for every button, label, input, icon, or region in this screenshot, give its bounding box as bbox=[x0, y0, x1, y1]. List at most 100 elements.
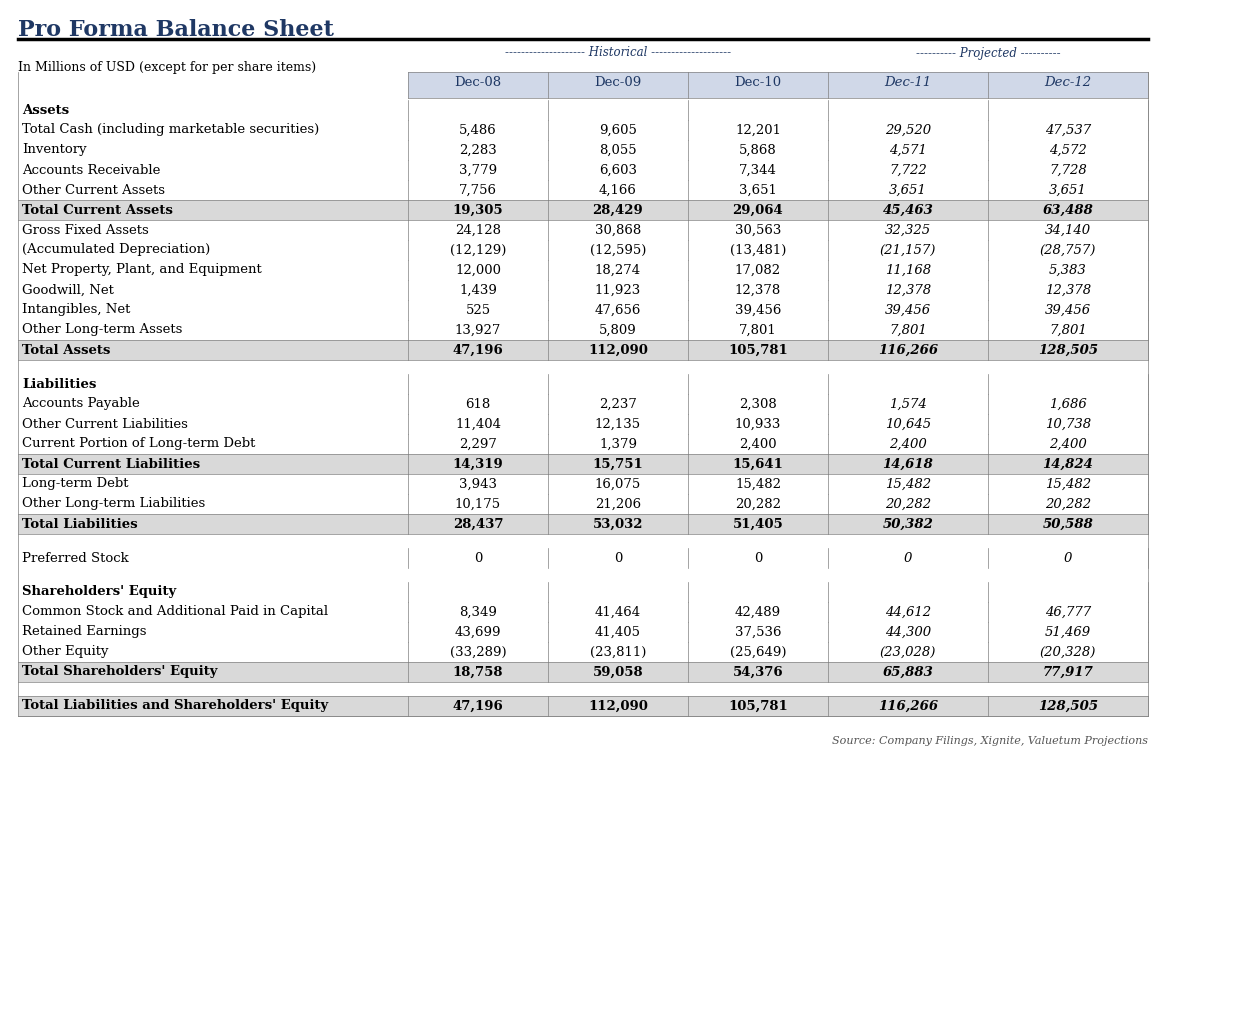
Text: 24,128: 24,128 bbox=[455, 224, 501, 236]
Text: 5,868: 5,868 bbox=[739, 143, 777, 156]
Text: In Millions of USD (except for per share items): In Millions of USD (except for per share… bbox=[19, 61, 316, 74]
Text: 46,777: 46,777 bbox=[1044, 605, 1091, 619]
Text: Other Equity: Other Equity bbox=[22, 646, 109, 659]
Text: 0: 0 bbox=[904, 552, 912, 564]
Text: Dec-11: Dec-11 bbox=[885, 77, 932, 90]
Text: 50,588: 50,588 bbox=[1042, 518, 1094, 531]
Text: 5,486: 5,486 bbox=[459, 123, 497, 136]
Text: 34,140: 34,140 bbox=[1044, 224, 1091, 236]
Text: 116,266: 116,266 bbox=[878, 343, 938, 356]
Text: Common Stock and Additional Paid in Capital: Common Stock and Additional Paid in Capi… bbox=[22, 605, 328, 619]
Text: 12,000: 12,000 bbox=[455, 263, 501, 276]
Text: 618: 618 bbox=[466, 398, 491, 411]
Text: 11,404: 11,404 bbox=[455, 418, 501, 431]
Text: 10,738: 10,738 bbox=[1044, 418, 1091, 431]
Text: 19,305: 19,305 bbox=[452, 204, 503, 217]
Text: 15,482: 15,482 bbox=[885, 477, 931, 490]
Text: 2,308: 2,308 bbox=[739, 398, 777, 411]
Text: 47,656: 47,656 bbox=[595, 304, 641, 317]
Text: 51,405: 51,405 bbox=[733, 518, 784, 531]
Text: 4,571: 4,571 bbox=[889, 143, 927, 156]
Text: ---------- Projected ----------: ---------- Projected ---------- bbox=[916, 46, 1060, 60]
Text: 28,437: 28,437 bbox=[452, 518, 503, 531]
FancyBboxPatch shape bbox=[19, 514, 1148, 534]
Text: 7,756: 7,756 bbox=[459, 184, 497, 197]
Text: 18,274: 18,274 bbox=[595, 263, 641, 276]
Text: 59,058: 59,058 bbox=[593, 666, 643, 678]
Text: Goodwill, Net: Goodwill, Net bbox=[22, 284, 114, 297]
Text: 3,651: 3,651 bbox=[739, 184, 777, 197]
Text: Long-term Debt: Long-term Debt bbox=[22, 477, 129, 490]
Text: 2,237: 2,237 bbox=[599, 398, 637, 411]
Text: (Accumulated Depreciation): (Accumulated Depreciation) bbox=[22, 243, 210, 256]
Text: Intangibles, Net: Intangibles, Net bbox=[22, 304, 130, 317]
Text: 2,400: 2,400 bbox=[889, 438, 927, 450]
Text: 15,641: 15,641 bbox=[733, 457, 784, 470]
Text: (21,157): (21,157) bbox=[880, 243, 936, 256]
Text: 47,537: 47,537 bbox=[1044, 123, 1091, 136]
Text: Net Property, Plant, and Equipment: Net Property, Plant, and Equipment bbox=[22, 263, 262, 276]
Text: 42,489: 42,489 bbox=[735, 605, 781, 619]
Text: 50,382: 50,382 bbox=[883, 518, 933, 531]
Text: 105,781: 105,781 bbox=[728, 699, 787, 712]
Text: 7,801: 7,801 bbox=[889, 324, 927, 336]
Text: 12,378: 12,378 bbox=[885, 284, 931, 297]
Text: 7,728: 7,728 bbox=[1049, 163, 1086, 177]
Text: 15,482: 15,482 bbox=[735, 477, 781, 490]
Text: 39,456: 39,456 bbox=[885, 304, 931, 317]
Text: Retained Earnings: Retained Earnings bbox=[22, 626, 147, 639]
Text: (20,328): (20,328) bbox=[1039, 646, 1096, 659]
Text: 12,378: 12,378 bbox=[1044, 284, 1091, 297]
Text: 18,758: 18,758 bbox=[452, 666, 503, 678]
Text: 2,297: 2,297 bbox=[459, 438, 497, 450]
Text: 41,464: 41,464 bbox=[595, 605, 641, 619]
Text: 105,781: 105,781 bbox=[728, 343, 787, 356]
Text: 45,463: 45,463 bbox=[883, 204, 933, 217]
Text: 53,032: 53,032 bbox=[593, 518, 643, 531]
Text: Dec-09: Dec-09 bbox=[595, 77, 641, 90]
Text: 20,282: 20,282 bbox=[735, 497, 781, 511]
Text: 41,405: 41,405 bbox=[595, 626, 641, 639]
Text: Current Portion of Long-term Debt: Current Portion of Long-term Debt bbox=[22, 438, 256, 450]
Text: (28,757): (28,757) bbox=[1039, 243, 1096, 256]
Text: 2,400: 2,400 bbox=[1049, 438, 1086, 450]
Text: (23,811): (23,811) bbox=[590, 646, 646, 659]
Text: (33,289): (33,289) bbox=[450, 646, 507, 659]
Text: Total Liabilities and Shareholders' Equity: Total Liabilities and Shareholders' Equi… bbox=[22, 699, 329, 712]
Text: 0: 0 bbox=[754, 552, 763, 564]
Text: 63,488: 63,488 bbox=[1042, 204, 1094, 217]
Text: Dec-10: Dec-10 bbox=[734, 77, 781, 90]
FancyBboxPatch shape bbox=[19, 454, 1148, 474]
Text: 11,168: 11,168 bbox=[885, 263, 931, 276]
Text: 29,064: 29,064 bbox=[733, 204, 784, 217]
Text: 44,612: 44,612 bbox=[885, 605, 931, 619]
Text: 44,300: 44,300 bbox=[885, 626, 931, 639]
Text: Total Cash (including marketable securities): Total Cash (including marketable securit… bbox=[22, 123, 319, 136]
Text: 28,429: 28,429 bbox=[592, 204, 644, 217]
FancyBboxPatch shape bbox=[408, 72, 1148, 98]
Text: 10,175: 10,175 bbox=[455, 497, 501, 511]
Text: (13,481): (13,481) bbox=[729, 243, 786, 256]
Text: 32,325: 32,325 bbox=[885, 224, 931, 236]
Text: 11,923: 11,923 bbox=[595, 284, 641, 297]
Text: Total Assets: Total Assets bbox=[22, 343, 110, 356]
FancyBboxPatch shape bbox=[19, 200, 1148, 220]
Text: 3,651: 3,651 bbox=[889, 184, 927, 197]
Text: -------------------- Historical --------------------: -------------------- Historical --------… bbox=[506, 46, 730, 60]
FancyBboxPatch shape bbox=[19, 662, 1148, 682]
Text: 30,868: 30,868 bbox=[595, 224, 641, 236]
Text: 51,469: 51,469 bbox=[1044, 626, 1091, 639]
FancyBboxPatch shape bbox=[19, 696, 1148, 716]
Text: Other Long-term Liabilities: Other Long-term Liabilities bbox=[22, 497, 205, 511]
Text: 1,686: 1,686 bbox=[1049, 398, 1086, 411]
Text: Assets: Assets bbox=[22, 104, 69, 116]
Text: 128,505: 128,505 bbox=[1038, 699, 1098, 712]
Text: 5,383: 5,383 bbox=[1049, 263, 1086, 276]
Text: Other Current Liabilities: Other Current Liabilities bbox=[22, 418, 188, 431]
Text: Gross Fixed Assets: Gross Fixed Assets bbox=[22, 224, 148, 236]
Text: (25,649): (25,649) bbox=[729, 646, 786, 659]
Text: 0: 0 bbox=[614, 552, 622, 564]
Text: 47,196: 47,196 bbox=[452, 699, 503, 712]
Text: 7,344: 7,344 bbox=[739, 163, 777, 177]
Text: 7,801: 7,801 bbox=[739, 324, 777, 336]
